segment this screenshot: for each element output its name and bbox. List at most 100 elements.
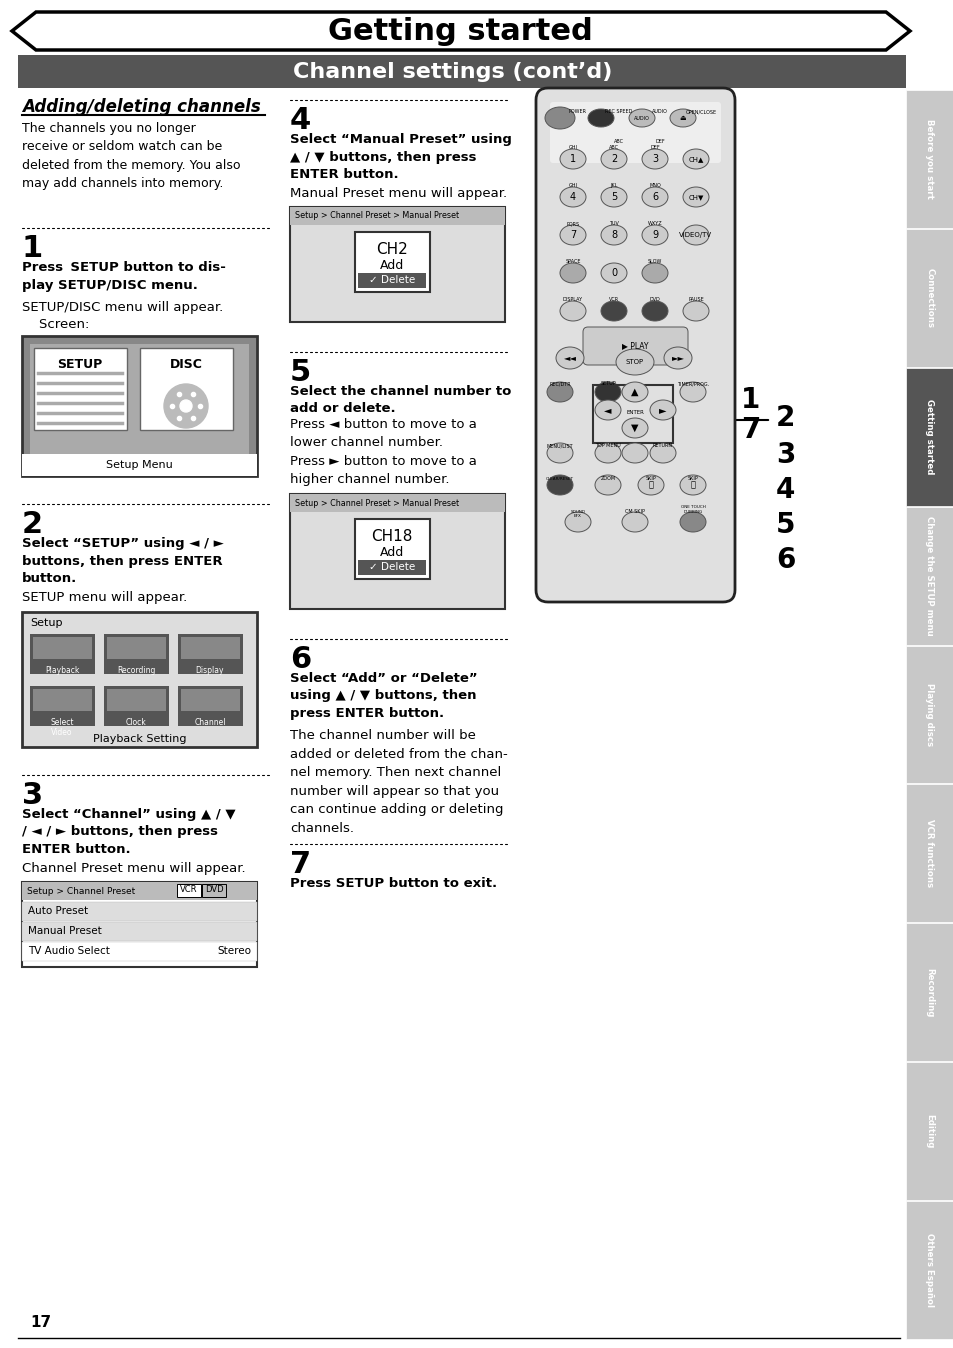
- Ellipse shape: [559, 187, 585, 208]
- Text: Manual Preset menu will appear.: Manual Preset menu will appear.: [290, 187, 507, 200]
- Ellipse shape: [621, 512, 647, 532]
- Text: Channel Preset menu will appear.: Channel Preset menu will appear.: [22, 861, 245, 875]
- FancyBboxPatch shape: [30, 634, 95, 674]
- Ellipse shape: [546, 443, 573, 462]
- Text: AUDIO: AUDIO: [652, 109, 667, 115]
- Text: SKIP: SKIP: [645, 476, 656, 481]
- Text: ▶ PLAY: ▶ PLAY: [621, 341, 648, 350]
- Ellipse shape: [600, 187, 626, 208]
- Text: REC/DTR: REC/DTR: [549, 381, 570, 386]
- FancyBboxPatch shape: [22, 612, 256, 747]
- Text: POWER: POWER: [568, 109, 586, 115]
- Text: Playing discs: Playing discs: [924, 683, 934, 745]
- Text: SKIP: SKIP: [687, 476, 698, 481]
- Text: 6: 6: [290, 644, 311, 674]
- Text: Auto Preset: Auto Preset: [28, 906, 88, 917]
- Text: The channel number will be
added or deleted from the chan-
nel memory. Then next: The channel number will be added or dele…: [290, 729, 507, 834]
- Text: ABC: ABC: [614, 139, 623, 144]
- Text: VIDEO/TV: VIDEO/TV: [679, 232, 712, 239]
- Ellipse shape: [559, 150, 585, 168]
- Text: 4: 4: [569, 191, 576, 202]
- Ellipse shape: [682, 187, 708, 208]
- FancyBboxPatch shape: [178, 686, 243, 727]
- Text: ⏏: ⏏: [679, 115, 685, 121]
- Ellipse shape: [559, 301, 585, 321]
- Text: TOP MENU: TOP MENU: [595, 443, 620, 448]
- Ellipse shape: [641, 187, 667, 208]
- Text: 6: 6: [775, 546, 795, 574]
- FancyBboxPatch shape: [905, 785, 953, 922]
- Text: 4: 4: [290, 106, 311, 135]
- Text: VCR: VCR: [180, 886, 197, 895]
- Text: MNO: MNO: [648, 183, 660, 187]
- Text: Add: Add: [379, 259, 404, 272]
- Ellipse shape: [621, 381, 647, 402]
- FancyBboxPatch shape: [34, 348, 127, 430]
- FancyBboxPatch shape: [22, 336, 256, 476]
- FancyBboxPatch shape: [357, 559, 426, 576]
- FancyBboxPatch shape: [33, 689, 91, 710]
- Ellipse shape: [600, 225, 626, 245]
- FancyBboxPatch shape: [905, 646, 953, 783]
- Text: ►►: ►►: [671, 353, 684, 363]
- Text: Playback Setting: Playback Setting: [92, 735, 186, 744]
- Text: Manual Preset: Manual Preset: [28, 926, 102, 936]
- FancyBboxPatch shape: [202, 884, 226, 896]
- Text: WXYZ: WXYZ: [647, 221, 661, 226]
- Text: Getting started: Getting started: [327, 16, 592, 46]
- Text: RETURN: RETURN: [652, 443, 673, 448]
- Text: Setup > Channel Preset > Manual Preset: Setup > Channel Preset > Manual Preset: [294, 212, 458, 221]
- Text: Select “SETUP” using ◄ / ►
buttons, then press ENTER
button.: Select “SETUP” using ◄ / ► buttons, then…: [22, 537, 224, 585]
- Text: SPACE: SPACE: [565, 259, 580, 264]
- FancyBboxPatch shape: [22, 942, 256, 961]
- Text: AUDIO: AUDIO: [634, 116, 649, 120]
- Text: 4: 4: [775, 476, 795, 504]
- Ellipse shape: [544, 106, 575, 129]
- FancyBboxPatch shape: [181, 638, 240, 659]
- Ellipse shape: [600, 263, 626, 283]
- Ellipse shape: [595, 400, 620, 421]
- Text: 2: 2: [775, 404, 795, 431]
- Text: 5: 5: [290, 359, 311, 387]
- FancyBboxPatch shape: [582, 328, 687, 365]
- Text: Setup: Setup: [30, 617, 63, 628]
- Text: ◄: ◄: [603, 404, 611, 415]
- Ellipse shape: [559, 225, 585, 245]
- Text: 5: 5: [610, 191, 617, 202]
- Text: ABC: ABC: [608, 146, 618, 150]
- Text: 17: 17: [30, 1316, 51, 1330]
- Text: VCR: VCR: [608, 297, 618, 302]
- Ellipse shape: [600, 150, 626, 168]
- FancyBboxPatch shape: [30, 344, 249, 454]
- FancyBboxPatch shape: [22, 882, 256, 900]
- Text: DEF: DEF: [650, 146, 659, 150]
- Text: ✓ Delete: ✓ Delete: [369, 562, 415, 572]
- FancyBboxPatch shape: [22, 902, 256, 921]
- Text: TIMER/PROG.: TIMER/PROG.: [677, 381, 708, 386]
- Ellipse shape: [682, 301, 708, 321]
- Text: Before you start: Before you start: [924, 119, 934, 200]
- Text: CM SKIP: CM SKIP: [624, 510, 644, 514]
- Text: DISC: DISC: [170, 359, 202, 371]
- Text: ZOOM: ZOOM: [599, 476, 615, 481]
- Ellipse shape: [546, 474, 573, 495]
- Text: 7: 7: [569, 231, 576, 240]
- FancyBboxPatch shape: [905, 507, 953, 644]
- Text: SOUND: SOUND: [570, 510, 585, 514]
- Text: Select “Channel” using ▲ / ▼
/ ◄ / ► buttons, then press
ENTER button.: Select “Channel” using ▲ / ▼ / ◄ / ► but…: [22, 807, 235, 856]
- FancyBboxPatch shape: [355, 519, 430, 580]
- Text: SETUP: SETUP: [599, 381, 616, 386]
- Text: ►: ►: [659, 404, 666, 415]
- FancyBboxPatch shape: [905, 1062, 953, 1200]
- Text: SETUP/DISC menu will appear.
    Screen:: SETUP/DISC menu will appear. Screen:: [22, 301, 223, 332]
- Text: 1: 1: [22, 235, 43, 263]
- Ellipse shape: [641, 225, 667, 245]
- Text: MENU/LIST: MENU/LIST: [546, 443, 573, 448]
- Ellipse shape: [679, 381, 705, 402]
- Text: Channel: Channel: [194, 718, 226, 727]
- FancyBboxPatch shape: [290, 493, 504, 512]
- FancyBboxPatch shape: [22, 922, 256, 941]
- Text: GHI: GHI: [568, 146, 577, 150]
- Text: Adding/deleting channels: Adding/deleting channels: [22, 98, 260, 116]
- Ellipse shape: [628, 109, 655, 127]
